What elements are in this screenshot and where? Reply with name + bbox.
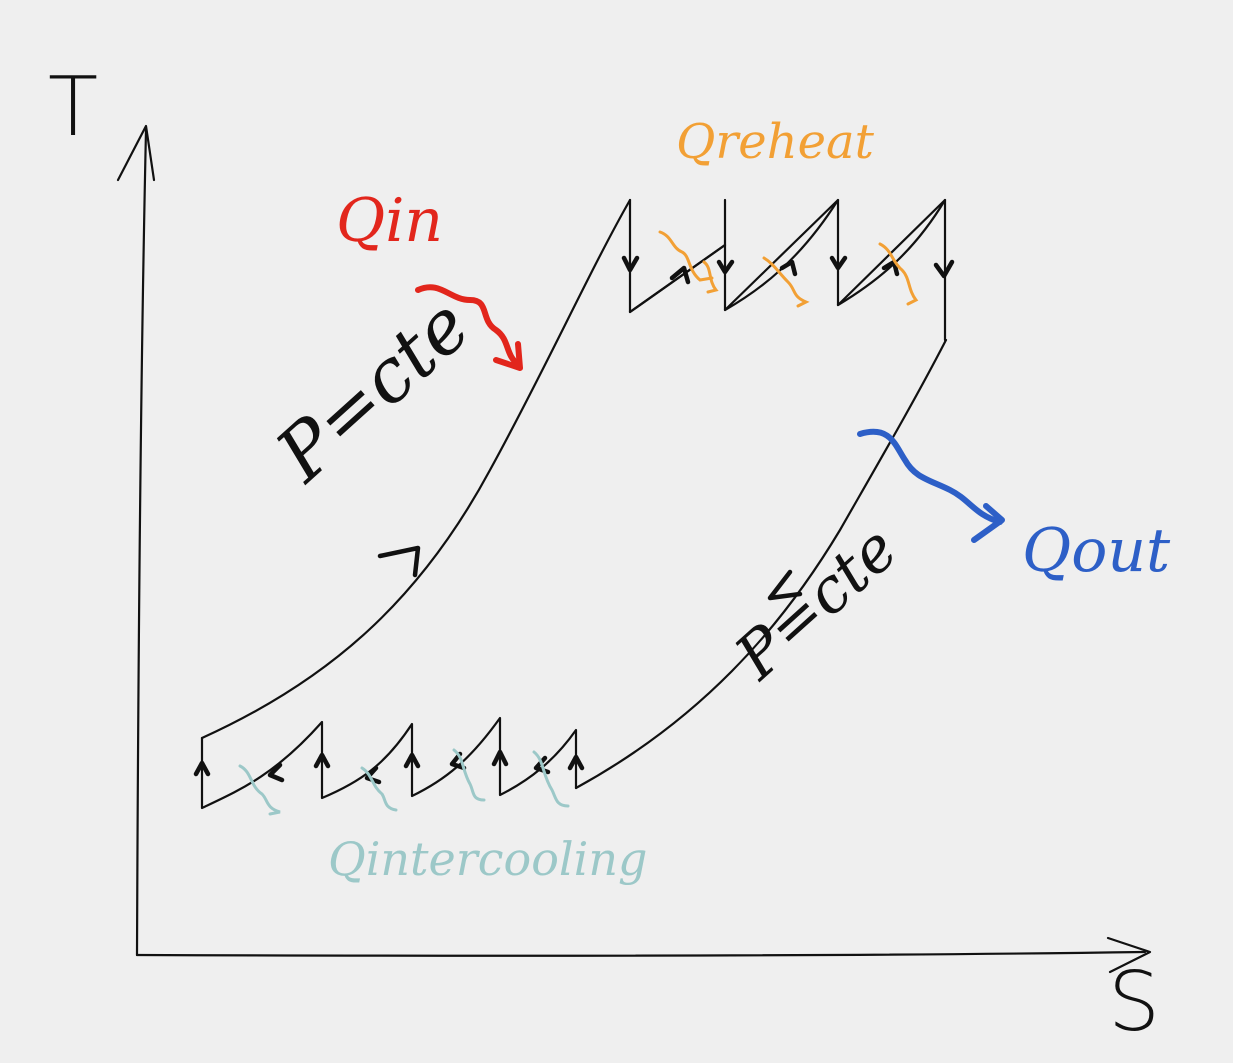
- intercooling-stages: [193, 716, 585, 810]
- arrowhead-icon: [491, 749, 509, 767]
- heat-in-label: Qin: [336, 186, 444, 256]
- arrowhead-icon: [669, 265, 691, 285]
- y-axis: [135, 128, 148, 957]
- arrowhead-icon: [193, 760, 211, 777]
- x-axis-arrow: [1106, 936, 1152, 974]
- y-axis-label: T: [48, 60, 99, 155]
- heat-out-label: Qout: [1022, 516, 1171, 586]
- arrowhead-icon: [567, 754, 585, 771]
- heat-in-arrow: [415, 284, 523, 371]
- intercooling-heat-arrows: [238, 748, 570, 816]
- arrowhead-icon: [767, 569, 803, 601]
- arrowhead-icon: [933, 259, 955, 279]
- x-axis: [135, 950, 1147, 957]
- wavy-arrow-icon: [415, 284, 521, 367]
- arrowhead-icon: [779, 259, 798, 277]
- reheat-heat-arrows: [658, 230, 919, 308]
- y-axis-arrow: [116, 124, 156, 182]
- x-axis-label: S: [1108, 955, 1161, 1050]
- arrowhead-icon: [449, 751, 467, 771]
- arrowhead-icon: [829, 255, 848, 271]
- isobar-low-curve: [574, 338, 948, 790]
- heat-reheat-label: Qreheat: [676, 114, 874, 170]
- arrowhead-icon: [377, 545, 421, 578]
- arrowhead-icon: [621, 255, 640, 273]
- arrowhead-icon: [716, 259, 735, 275]
- arrowhead-icon: [313, 752, 331, 769]
- reheat-stages: [621, 198, 955, 342]
- arrowhead-icon: [364, 765, 382, 785]
- arrowhead-icon: [267, 762, 285, 783]
- wavy-arrow-icon: [857, 428, 1003, 525]
- heat-intercooling-label: Qintercooling: [328, 832, 648, 886]
- heat-out-arrow: [857, 428, 1005, 543]
- isobar-high-curve: [200, 198, 632, 740]
- arrowhead-icon: [403, 752, 421, 769]
- axes: [116, 124, 1152, 974]
